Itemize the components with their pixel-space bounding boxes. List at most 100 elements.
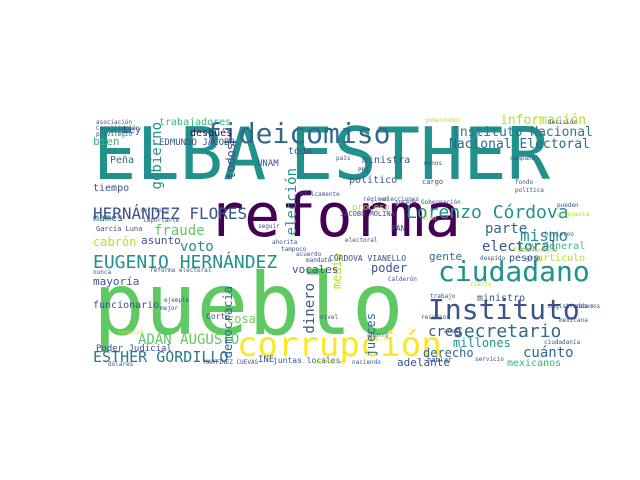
- word-small: mexicana: [559, 317, 588, 324]
- word-dinero: dinero: [302, 283, 318, 334]
- word-small: recursos: [421, 314, 450, 321]
- word-small: importante: [143, 217, 180, 224]
- word-pan: PAN: [391, 224, 406, 233]
- word-small: dólares: [108, 361, 134, 368]
- word-lorenzo-cordova: Lorenzo Córdova: [406, 202, 569, 223]
- word-adelante: adelante: [397, 356, 450, 369]
- word-ine: INE: [258, 355, 275, 365]
- word-hernandez-flores: HERNÁNDEZ FLORES: [93, 204, 248, 223]
- word-small: electoral: [345, 237, 378, 244]
- word-small: asociación: [96, 119, 133, 126]
- word-calderon: Calderón: [388, 276, 417, 283]
- word-small: tampoco: [281, 246, 307, 253]
- word-despues: después: [190, 128, 233, 139]
- word-small: mandato: [306, 257, 332, 264]
- word-derecho: derecho: [423, 346, 474, 360]
- word-creo: creo: [428, 324, 462, 340]
- word-small: nivel: [320, 314, 339, 321]
- word-fideicomiso: fideicomiso: [205, 117, 391, 150]
- word-nacional-electoral: Nacional Electoral: [449, 137, 590, 152]
- word-jacobo-molina: JACOBO MOLINA: [340, 210, 395, 218]
- word-small: hicieron: [545, 231, 574, 238]
- word-eleccion: elección: [284, 168, 300, 236]
- word-toda: toda: [288, 146, 313, 157]
- word-ministro: ministro: [477, 293, 526, 304]
- word-pueblo: pueblo: [93, 255, 404, 355]
- word-small: magistrados: [548, 303, 588, 310]
- word-small: Constitución: [96, 125, 140, 132]
- word-mexicanos: mexicanos: [507, 358, 562, 369]
- word-small: nunca: [93, 269, 112, 276]
- word-democracia: democracia: [221, 286, 235, 359]
- word-small: MARTÍNEZ CUEVAS: [204, 359, 259, 366]
- word-millones: millones: [453, 336, 511, 350]
- word-small: PRI: [358, 167, 369, 174]
- word-funcionario: funcionario: [93, 300, 160, 311]
- word-corrupcion: corrupción: [237, 325, 442, 365]
- word-cosa: cosa: [227, 312, 256, 326]
- word-informacion: información: [500, 113, 587, 128]
- word-mismo: mismo: [520, 226, 569, 245]
- word-small: Gobernación: [421, 199, 461, 206]
- word-small: país: [336, 155, 351, 162]
- word-small: pueden: [557, 202, 579, 209]
- word-articulo: artículo: [537, 253, 586, 264]
- word-esther-gordillo: ESTHER GORDILLO: [93, 348, 229, 366]
- word-small: régimen: [363, 196, 389, 203]
- word-esther: ESTHER: [290, 112, 551, 196]
- word-unam: UNAM: [257, 159, 279, 169]
- word-cordova-vianello: CÓRDOVA VIANELLO: [329, 254, 407, 263]
- word-small: sido: [422, 215, 437, 222]
- word-small: servicio: [475, 356, 504, 363]
- word-small: negocio: [118, 329, 144, 336]
- word-cuanto: cuánto: [523, 345, 574, 361]
- word-juntas-locales: juntas locales: [273, 356, 341, 365]
- word-mayoria: mayoría: [93, 275, 140, 288]
- word-elba: ELBA: [93, 112, 267, 196]
- word-small: gobernador: [425, 117, 462, 124]
- word-voto: voto: [180, 239, 214, 255]
- word-small: sabemos: [575, 303, 601, 310]
- word-trabajadores: trabajadores: [159, 117, 232, 128]
- word-small: política: [515, 187, 544, 194]
- word-small: privilegio: [96, 131, 133, 138]
- word-small: propuesta: [557, 211, 590, 218]
- word-ciudadano: ciudadano: [438, 255, 590, 288]
- word-vocales: vocales: [292, 263, 339, 276]
- word-small: decisión: [548, 119, 577, 126]
- word-mames: mames: [93, 213, 124, 224]
- word-cargo: cargo: [422, 178, 444, 186]
- word-corte: Corte: [206, 312, 231, 321]
- word-ministra: ministra: [362, 155, 411, 166]
- word-small: corrupto: [140, 207, 169, 214]
- word-reforma: reforma: [208, 181, 461, 251]
- word-small: fideicomisos: [513, 247, 557, 254]
- word-ley-general: Ley General: [519, 241, 586, 252]
- word-small: mejor: [160, 305, 179, 312]
- word-edmundo-jacobo: EDMUNDO JACOBO: [159, 138, 235, 148]
- word-adan-augusto: ADÁN AUGUSTO: [138, 332, 240, 348]
- word-proceso: proceso: [352, 203, 390, 213]
- word-small: naciendo: [352, 359, 381, 366]
- word-bien: bien: [93, 135, 120, 148]
- word-small: trabajo: [430, 293, 456, 300]
- word-small: Básicamente: [300, 191, 340, 198]
- word-poder: poder: [371, 261, 408, 275]
- word-politico: político: [349, 175, 398, 186]
- word-ley: Ley: [123, 125, 142, 136]
- word-small: menos: [424, 160, 443, 167]
- word-small: acuerdo: [296, 251, 322, 258]
- word-small: seguir: [258, 223, 280, 230]
- word-small: gran: [526, 255, 541, 262]
- word-small: años: [444, 328, 459, 335]
- word-small: sucede: [395, 199, 417, 206]
- word-small: ciudadanía: [544, 339, 581, 346]
- word-poder-judicial: Poder Judicial: [96, 344, 172, 354]
- word-small: ejemplo: [164, 297, 190, 304]
- word-pesos: pesos: [509, 253, 540, 264]
- word-instituto-nacional: Instituto Nacional: [452, 125, 593, 140]
- word-tiempo: tiempo: [93, 183, 130, 194]
- word-fraude: fraude: [154, 223, 205, 239]
- word-small: fondo: [515, 179, 534, 186]
